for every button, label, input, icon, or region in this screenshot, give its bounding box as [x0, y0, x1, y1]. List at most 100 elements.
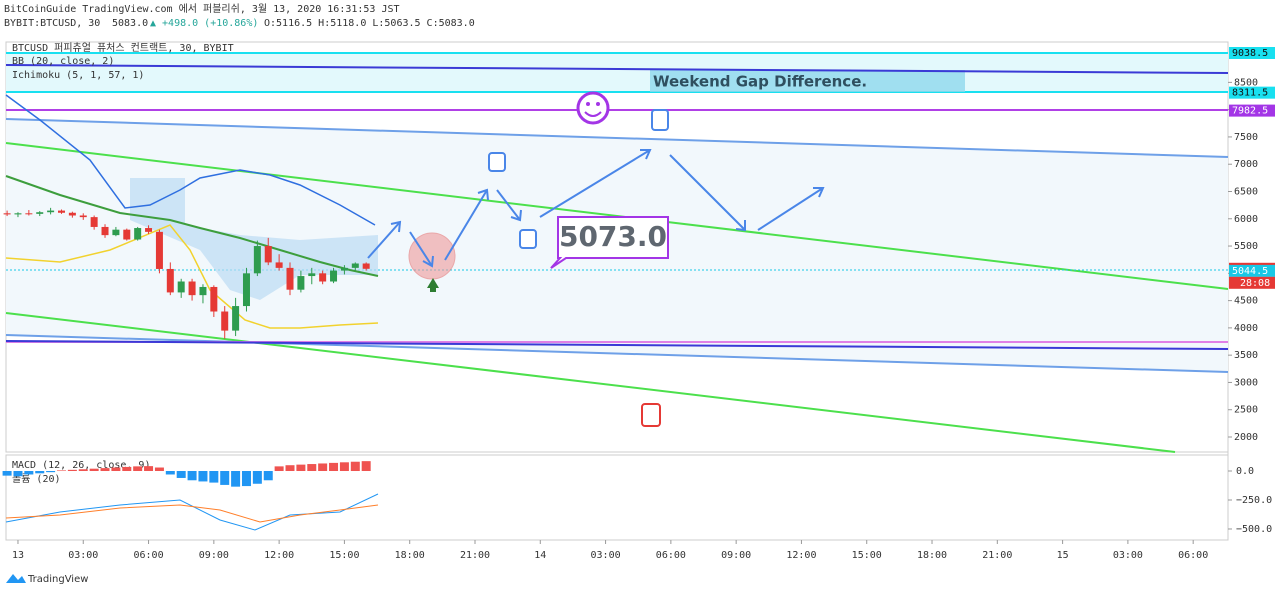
- candle-body: [14, 213, 22, 215]
- x-tick-label: 12:00: [264, 550, 294, 561]
- x-tick-label: 03:00: [68, 550, 98, 561]
- candle-body: [25, 213, 33, 215]
- countdown: 28:08: [1240, 278, 1270, 289]
- macd-bar: [67, 469, 77, 472]
- price-label-box: [1229, 264, 1275, 277]
- x-tick-label: 15:00: [329, 550, 359, 561]
- y-tick-label: 4000: [1234, 323, 1258, 334]
- y-tick-label: 6500: [1234, 186, 1258, 197]
- trend-line: [5, 312, 1176, 453]
- y-tick-label: 2500: [1234, 405, 1258, 416]
- countdown-box: [1229, 276, 1275, 289]
- gap-label: Weekend Gap Difference.: [653, 73, 867, 91]
- macd-line: [5, 493, 379, 531]
- macd-bar: [144, 466, 154, 472]
- macd-pane: [5, 454, 1229, 541]
- path-arrows: [367, 149, 825, 268]
- ohlc: O:5116.5 H:5118.0 L:5063.5 C:5083.0: [264, 18, 475, 29]
- legend-item: BTCUSD 퍼피츄얼 퓨처스 컨트랙트, 30, BYBIT: [12, 42, 234, 54]
- macd-bar: [13, 471, 23, 477]
- up-arrow-icon: [427, 278, 439, 292]
- bb-upper: [5, 94, 376, 226]
- candle-body: [264, 246, 272, 263]
- trend-line: [5, 64, 1229, 74]
- x-tick-label: 15: [1057, 550, 1069, 561]
- candle-body: [232, 306, 240, 331]
- candle-body: [36, 212, 44, 214]
- macd-bar: [78, 469, 88, 472]
- x-tick-label: 06:00: [133, 550, 163, 561]
- y-tick-label: 4500: [1234, 296, 1258, 307]
- macd-bar: [252, 471, 262, 484]
- price-label-box: [1229, 86, 1275, 99]
- macd-tick-label: 0.0: [1236, 466, 1254, 477]
- price-label-box: [1229, 104, 1275, 117]
- candle-body: [242, 273, 250, 307]
- candle-body: [253, 246, 261, 274]
- published-line: BitCoinGuide TradingView.com 에서 퍼블리쉬, 3월…: [4, 3, 400, 15]
- candle-body: [166, 268, 174, 293]
- macd-bar: [46, 471, 56, 473]
- macd-bar: [241, 471, 251, 487]
- macd-bar: [24, 471, 34, 475]
- candle-body: [199, 286, 207, 296]
- trend-line: [5, 118, 1229, 158]
- price-label: 8311.5: [1232, 88, 1268, 99]
- x-tick-label: 18:00: [395, 550, 425, 561]
- candle-body: [57, 210, 65, 213]
- candle-body: [221, 311, 229, 331]
- x-tick-label: 15:00: [852, 550, 882, 561]
- macd-bar: [133, 466, 143, 472]
- x-tick-label: 03:00: [1113, 550, 1143, 561]
- macd-bar: [111, 467, 121, 472]
- candle-body: [319, 273, 327, 282]
- candle-body: [286, 267, 294, 290]
- candle-body: [362, 263, 370, 269]
- y-tick-label: 3500: [1234, 350, 1258, 361]
- candle-body: [134, 228, 142, 240]
- candle-body: [90, 217, 98, 227]
- candle-body: [68, 212, 76, 216]
- gap-label-box: [650, 70, 965, 92]
- macd-bar: [318, 463, 328, 472]
- macd-bar: [89, 468, 99, 472]
- candle-body: [275, 262, 283, 268]
- macd-bar: [339, 462, 349, 472]
- macd-bar: [285, 465, 295, 472]
- macd-bar: [154, 467, 164, 472]
- callout-box: [550, 216, 669, 269]
- signal-line: [5, 504, 379, 523]
- bb-lower: [5, 224, 379, 329]
- candle-body: [145, 228, 153, 232]
- x-tick-label: 14: [534, 550, 546, 561]
- price-label-box: [1229, 46, 1275, 59]
- x-tick-label: 21:00: [460, 550, 490, 561]
- x-tick-label: 06:00: [1178, 550, 1208, 561]
- x-tick-label: 12:00: [786, 550, 816, 561]
- candle-body: [3, 213, 11, 215]
- macd-tick-label: −250.0: [1236, 495, 1272, 506]
- macd-bar: [56, 470, 66, 472]
- candle-body: [79, 215, 87, 218]
- candle-body: [351, 263, 359, 268]
- macd-tick-label: −500.0: [1236, 524, 1272, 535]
- trend-line: [5, 340, 1229, 350]
- macd-bar: [35, 471, 45, 474]
- macd-bar: [198, 471, 208, 482]
- macd-bar: [307, 464, 317, 472]
- x-tick-label: 09:00: [199, 550, 229, 561]
- macd-bar: [100, 468, 110, 472]
- macd-bar: [231, 471, 241, 487]
- x-tick-label: 06:00: [656, 550, 686, 561]
- y-tick-label: 8500: [1234, 77, 1258, 88]
- bb-basis: [5, 175, 379, 277]
- macd-bar: [274, 466, 284, 472]
- candle-body: [330, 270, 338, 282]
- price-label: 9038.5: [1232, 48, 1268, 59]
- x-tick-label: 18:00: [917, 550, 947, 561]
- candle-body: [308, 273, 316, 277]
- macd-bar: [220, 471, 230, 485]
- macd-bar: [165, 471, 175, 475]
- brand: TradingView: [27, 574, 88, 585]
- hand-icons: [488, 109, 669, 249]
